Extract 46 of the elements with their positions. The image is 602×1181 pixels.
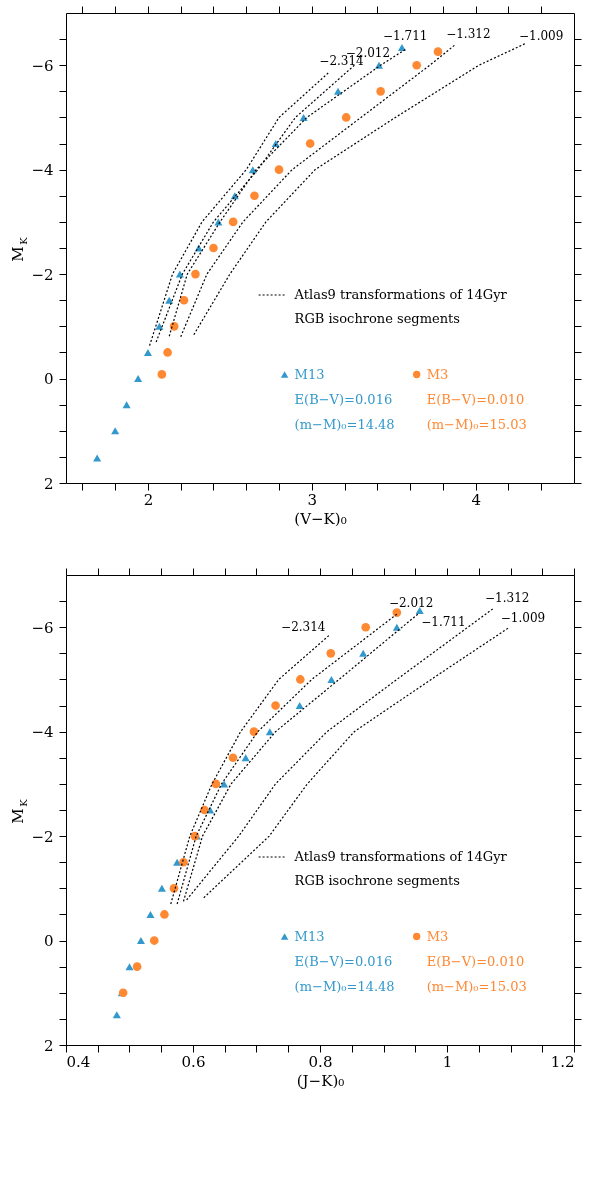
annotation: −2.314 (281, 619, 326, 634)
y-tick-label: −4 (31, 723, 54, 742)
annotation: −1.009 (500, 611, 546, 626)
legend-label: M13 (294, 366, 325, 382)
y-tick-label: −2 (31, 265, 54, 284)
annotation: −1.711 (421, 615, 466, 630)
x-tick-label: 0.8 (308, 1052, 333, 1071)
annotation: (m−M)₀=15.03 (426, 417, 527, 433)
y-tick-label: −6 (31, 618, 54, 637)
y-tick-label: 0 (43, 370, 54, 389)
annotation: −1.312 (485, 591, 530, 606)
legend-label: M3 (426, 366, 449, 382)
annotation: −2.012 (388, 596, 434, 611)
y-tick-label: −6 (31, 56, 54, 75)
y-tick-label: 2 (43, 474, 54, 493)
y-tick-label: −2 (31, 827, 54, 846)
y-tick-label: 0 (43, 932, 54, 951)
annotation: Atlas9 transformations of 14Gyr (293, 287, 508, 302)
x-tick-label: 0.6 (181, 1052, 206, 1071)
annotation: −1.009 (518, 29, 564, 44)
y-axis-title: MK (9, 798, 29, 824)
x-axis-title: (V−K)₀ (294, 509, 347, 528)
annotation: RGB isochrone segments (294, 311, 460, 327)
x-tick-label: 2 (143, 490, 154, 509)
y-axis-title: MK (9, 236, 29, 262)
x-tick-label: 1 (442, 1052, 453, 1071)
legend-label: M13 (294, 928, 325, 944)
annotation: (m−M)₀=15.03 (426, 979, 527, 995)
x-tick-label: 0.4 (66, 1052, 91, 1071)
annotation: E(B−V)=0.016 (294, 391, 393, 407)
annotation: E(B−V)=0.010 (426, 953, 525, 969)
y-tick-label: 2 (43, 1036, 54, 1055)
annotation: E(B−V)=0.010 (426, 391, 525, 407)
x-tick-label: 3 (307, 490, 318, 509)
annotation: E(B−V)=0.016 (294, 953, 393, 969)
annotation: (m−M)₀=14.48 (294, 979, 395, 995)
annotation: Atlas9 transformations of 14Gyr (293, 849, 508, 864)
y-tick-label: −4 (31, 161, 54, 180)
legend-label: M3 (426, 928, 449, 944)
x-tick-label: 1.2 (550, 1052, 575, 1071)
annotation: −1.312 (446, 27, 491, 42)
annotation: −1.711 (383, 28, 428, 43)
x-tick-label: 4 (471, 490, 481, 509)
annotation: (m−M)₀=14.48 (294, 417, 395, 433)
annotation: RGB isochrone segments (294, 873, 460, 889)
x-axis-title: (J−K)₀ (296, 1071, 345, 1090)
